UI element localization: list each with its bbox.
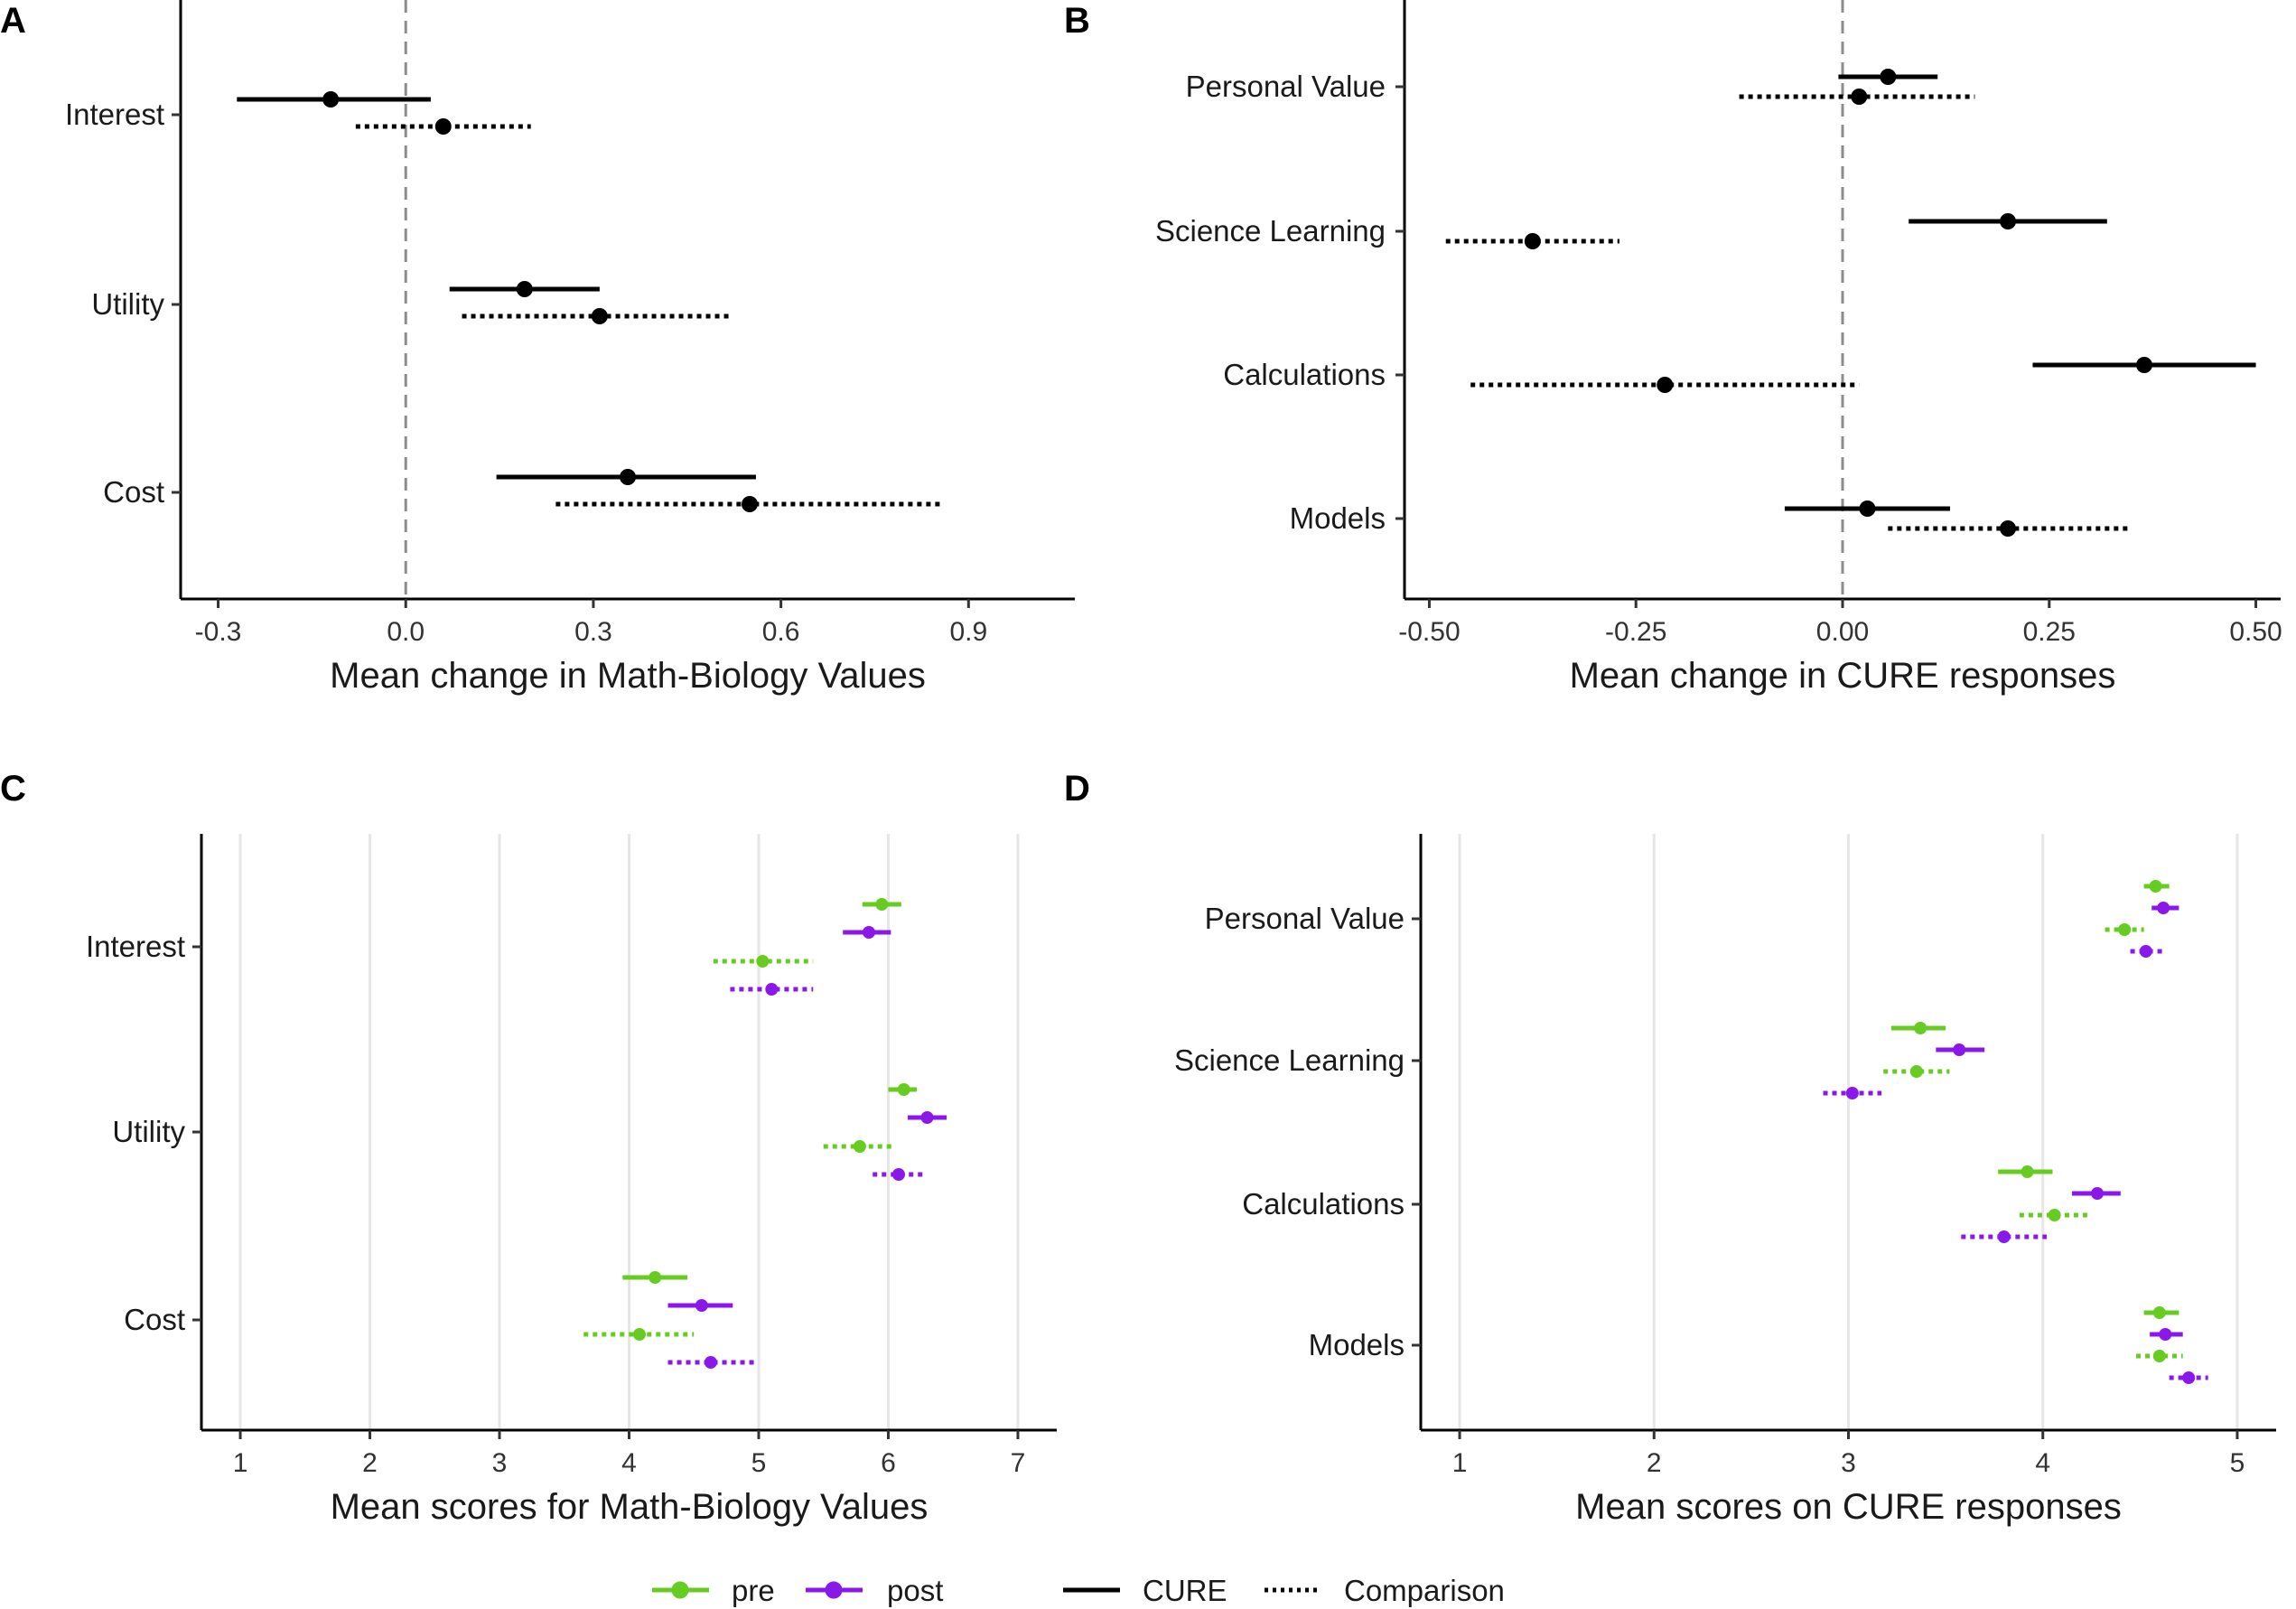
x-tick-label: 6	[881, 1448, 896, 1478]
estimate-point	[1845, 1087, 1859, 1099]
legend-comparison-label: Comparison	[1344, 1574, 1505, 1607]
x-axis-title: Mean scores on CURE responses	[1575, 1487, 2122, 1527]
category-label: Science Learning	[1174, 1043, 1405, 1077]
x-tick-label: -0.25	[1605, 617, 1666, 647]
estimate-point	[891, 1168, 905, 1181]
estimate-point	[1657, 377, 1674, 393]
x-tick-label: 4	[621, 1448, 637, 1478]
estimate-point	[2139, 945, 2152, 958]
x-tick-label: 1	[1452, 1448, 1468, 1478]
legend-pre-marker	[671, 1581, 689, 1599]
panel-a: A -0.3 0.0 0.3 0.6 0.9 Mean change in Math-Bio…	[0, 0, 1075, 696]
x-tick-label: 0.0	[387, 617, 425, 647]
estimate-point	[875, 898, 889, 911]
estimate-point	[2118, 923, 2132, 936]
estimate-point	[765, 983, 779, 996]
estimate-point	[897, 1083, 910, 1096]
estimate-point	[2182, 1371, 2196, 1384]
panel-d: D 1 2 3 4 5 Mean scores on CURE responses Perso…	[1064, 769, 2276, 1527]
panel-letter: D	[1064, 769, 1090, 809]
estimate-point	[2152, 1350, 2166, 1362]
estimate-point	[591, 308, 608, 324]
estimate-point	[742, 496, 758, 512]
legend-pre-label: pre	[732, 1574, 775, 1607]
estimate-point	[2136, 357, 2153, 373]
estimate-point	[1909, 1065, 1923, 1078]
x-tick-label: 5	[2230, 1448, 2245, 1478]
x-tick-label: 3	[492, 1448, 508, 1478]
estimate-point	[2000, 213, 2017, 229]
x-tick-label: 0.00	[1816, 617, 1869, 647]
estimate-point	[2152, 1306, 2166, 1319]
estimate-point	[2000, 520, 2017, 537]
legend-cure-label: CURE	[1143, 1574, 1227, 1607]
category-label: Calculations	[1242, 1187, 1405, 1221]
estimate-point	[853, 1140, 866, 1153]
estimate-point	[704, 1356, 717, 1369]
estimate-point	[2021, 1165, 2034, 1178]
estimate-point	[1851, 89, 1868, 105]
estimate-point	[1859, 500, 1876, 517]
x-tick-label: 7	[1011, 1448, 1026, 1478]
category-label: Interest	[65, 98, 164, 131]
x-tick-label: 2	[362, 1448, 378, 1478]
estimate-point	[920, 1111, 934, 1124]
estimate-point	[862, 926, 875, 939]
x-axis-title: Mean change in CURE responses	[1570, 656, 2116, 696]
category-label: Cost	[103, 475, 164, 509]
category-label: Cost	[124, 1303, 185, 1336]
legend-post-label: post	[887, 1574, 943, 1607]
estimate-point	[516, 281, 533, 297]
estimate-point	[649, 1271, 662, 1284]
panel-letter: B	[1064, 1, 1090, 41]
estimate-point	[2048, 1209, 2061, 1221]
category-label: Personal Value	[1205, 902, 1405, 935]
panel-letter: A	[0, 1, 26, 41]
category-label: Utility	[112, 1115, 185, 1148]
legend: pre post CURE Comparison	[652, 1574, 1505, 1607]
x-tick-label: 0.50	[2229, 617, 2282, 647]
x-tick-label: 0.25	[2023, 617, 2076, 647]
estimate-point	[1953, 1043, 1966, 1056]
x-axis-title: Mean change in Math-Biology Values	[330, 656, 926, 696]
x-tick-label: 3	[1841, 1448, 1856, 1478]
category-label: Science Learning	[1155, 214, 1386, 248]
estimate-point	[632, 1328, 646, 1341]
x-tick-label: -0.3	[195, 617, 242, 647]
category-label: Utility	[91, 287, 164, 321]
estimate-point	[2159, 1328, 2172, 1341]
estimate-point	[1914, 1022, 1927, 1034]
category-label: Interest	[86, 930, 185, 963]
estimate-point	[756, 955, 770, 968]
x-tick-label: 1	[233, 1448, 248, 1478]
x-tick-label: 4	[2035, 1448, 2050, 1478]
estimate-point	[322, 91, 340, 108]
estimate-point	[695, 1299, 708, 1312]
estimate-point	[1997, 1230, 2011, 1243]
category-label: Calculations	[1223, 358, 1386, 391]
panel-c: C 1 2 3 4 5 6 7 Mean scores for Math-Biology Val…	[0, 769, 1057, 1527]
estimate-point	[1880, 69, 1897, 85]
estimate-point	[620, 469, 636, 485]
x-tick-label: 0.3	[574, 617, 612, 647]
x-tick-label: 2	[1647, 1448, 1662, 1478]
estimate-point	[434, 118, 452, 135]
estimate-point	[2090, 1187, 2104, 1200]
category-label: Models	[1309, 1328, 1405, 1361]
x-tick-label: 0.6	[762, 617, 800, 647]
x-tick-label: 0.9	[949, 617, 987, 647]
x-tick-label: 5	[751, 1448, 767, 1478]
legend-post-marker	[825, 1581, 843, 1599]
chart-panels: A -0.3 0.0 0.3 0.6 0.9 Mean change in Math-Bio…	[0, 0, 2282, 1527]
estimate-point	[1524, 233, 1541, 249]
category-label: Personal Value	[1186, 70, 1386, 103]
estimate-point	[2149, 880, 2162, 893]
panel-b: B -0.50 -0.25 0.00 0.25 0.50 Mean change in CU…	[1064, 0, 2282, 696]
estimate-point	[2157, 902, 2170, 914]
category-label: Models	[1290, 501, 1386, 535]
x-tick-label: -0.50	[1398, 617, 1460, 647]
panel-letter: C	[0, 769, 26, 809]
x-axis-title: Mean scores for Math-Biology Values	[331, 1487, 929, 1527]
